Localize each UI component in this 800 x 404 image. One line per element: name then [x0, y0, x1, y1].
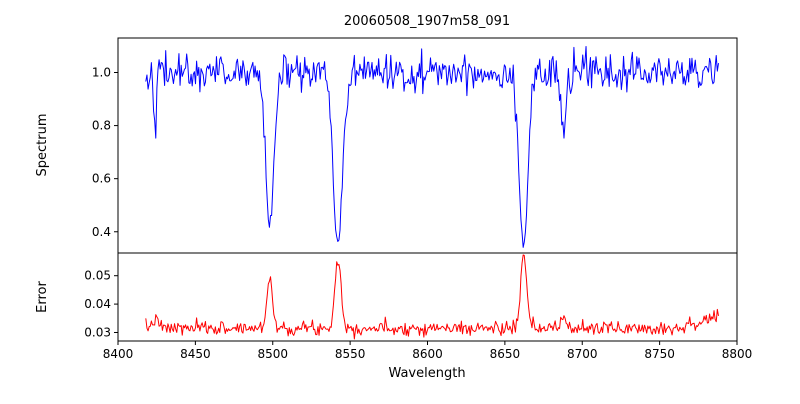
tick-label: 8600 [412, 347, 443, 361]
spectrum-line [145, 45, 719, 248]
series-layer [145, 45, 719, 340]
tick-label: 0.04 [84, 297, 111, 311]
tick-label: 8650 [490, 347, 521, 361]
tick-label: 8800 [722, 347, 753, 361]
chart-title: 20060508_1907m58_091 [344, 14, 510, 29]
tick-label: 8750 [644, 347, 675, 361]
spectrum-y-ticks: 0.4 0.6 0.8 1.0 [92, 66, 118, 239]
tick-label: 8400 [103, 347, 134, 361]
x-ticks: 8400 8450 8500 8550 8600 8650 8700 8750 8800 [103, 341, 753, 361]
tick-label: 8500 [257, 347, 288, 361]
error-y-axis-label: Error [35, 281, 50, 313]
tick-label: 0.8 [92, 119, 111, 133]
tick-label: 0.03 [84, 325, 111, 339]
tick-label: 1.0 [92, 66, 111, 80]
tick-label: 0.6 [92, 172, 111, 186]
error-line [145, 254, 719, 340]
tick-label: 0.05 [84, 269, 111, 283]
spectrum-y-axis-label: Spectrum [35, 114, 50, 177]
tick-label: 8450 [180, 347, 211, 361]
tick-label: 8700 [567, 347, 598, 361]
x-axis-label: Wavelength [388, 366, 465, 381]
error-y-ticks: 0.03 0.04 0.05 [84, 269, 118, 339]
tick-label: 0.4 [92, 225, 111, 239]
tick-label: 8550 [335, 347, 366, 361]
